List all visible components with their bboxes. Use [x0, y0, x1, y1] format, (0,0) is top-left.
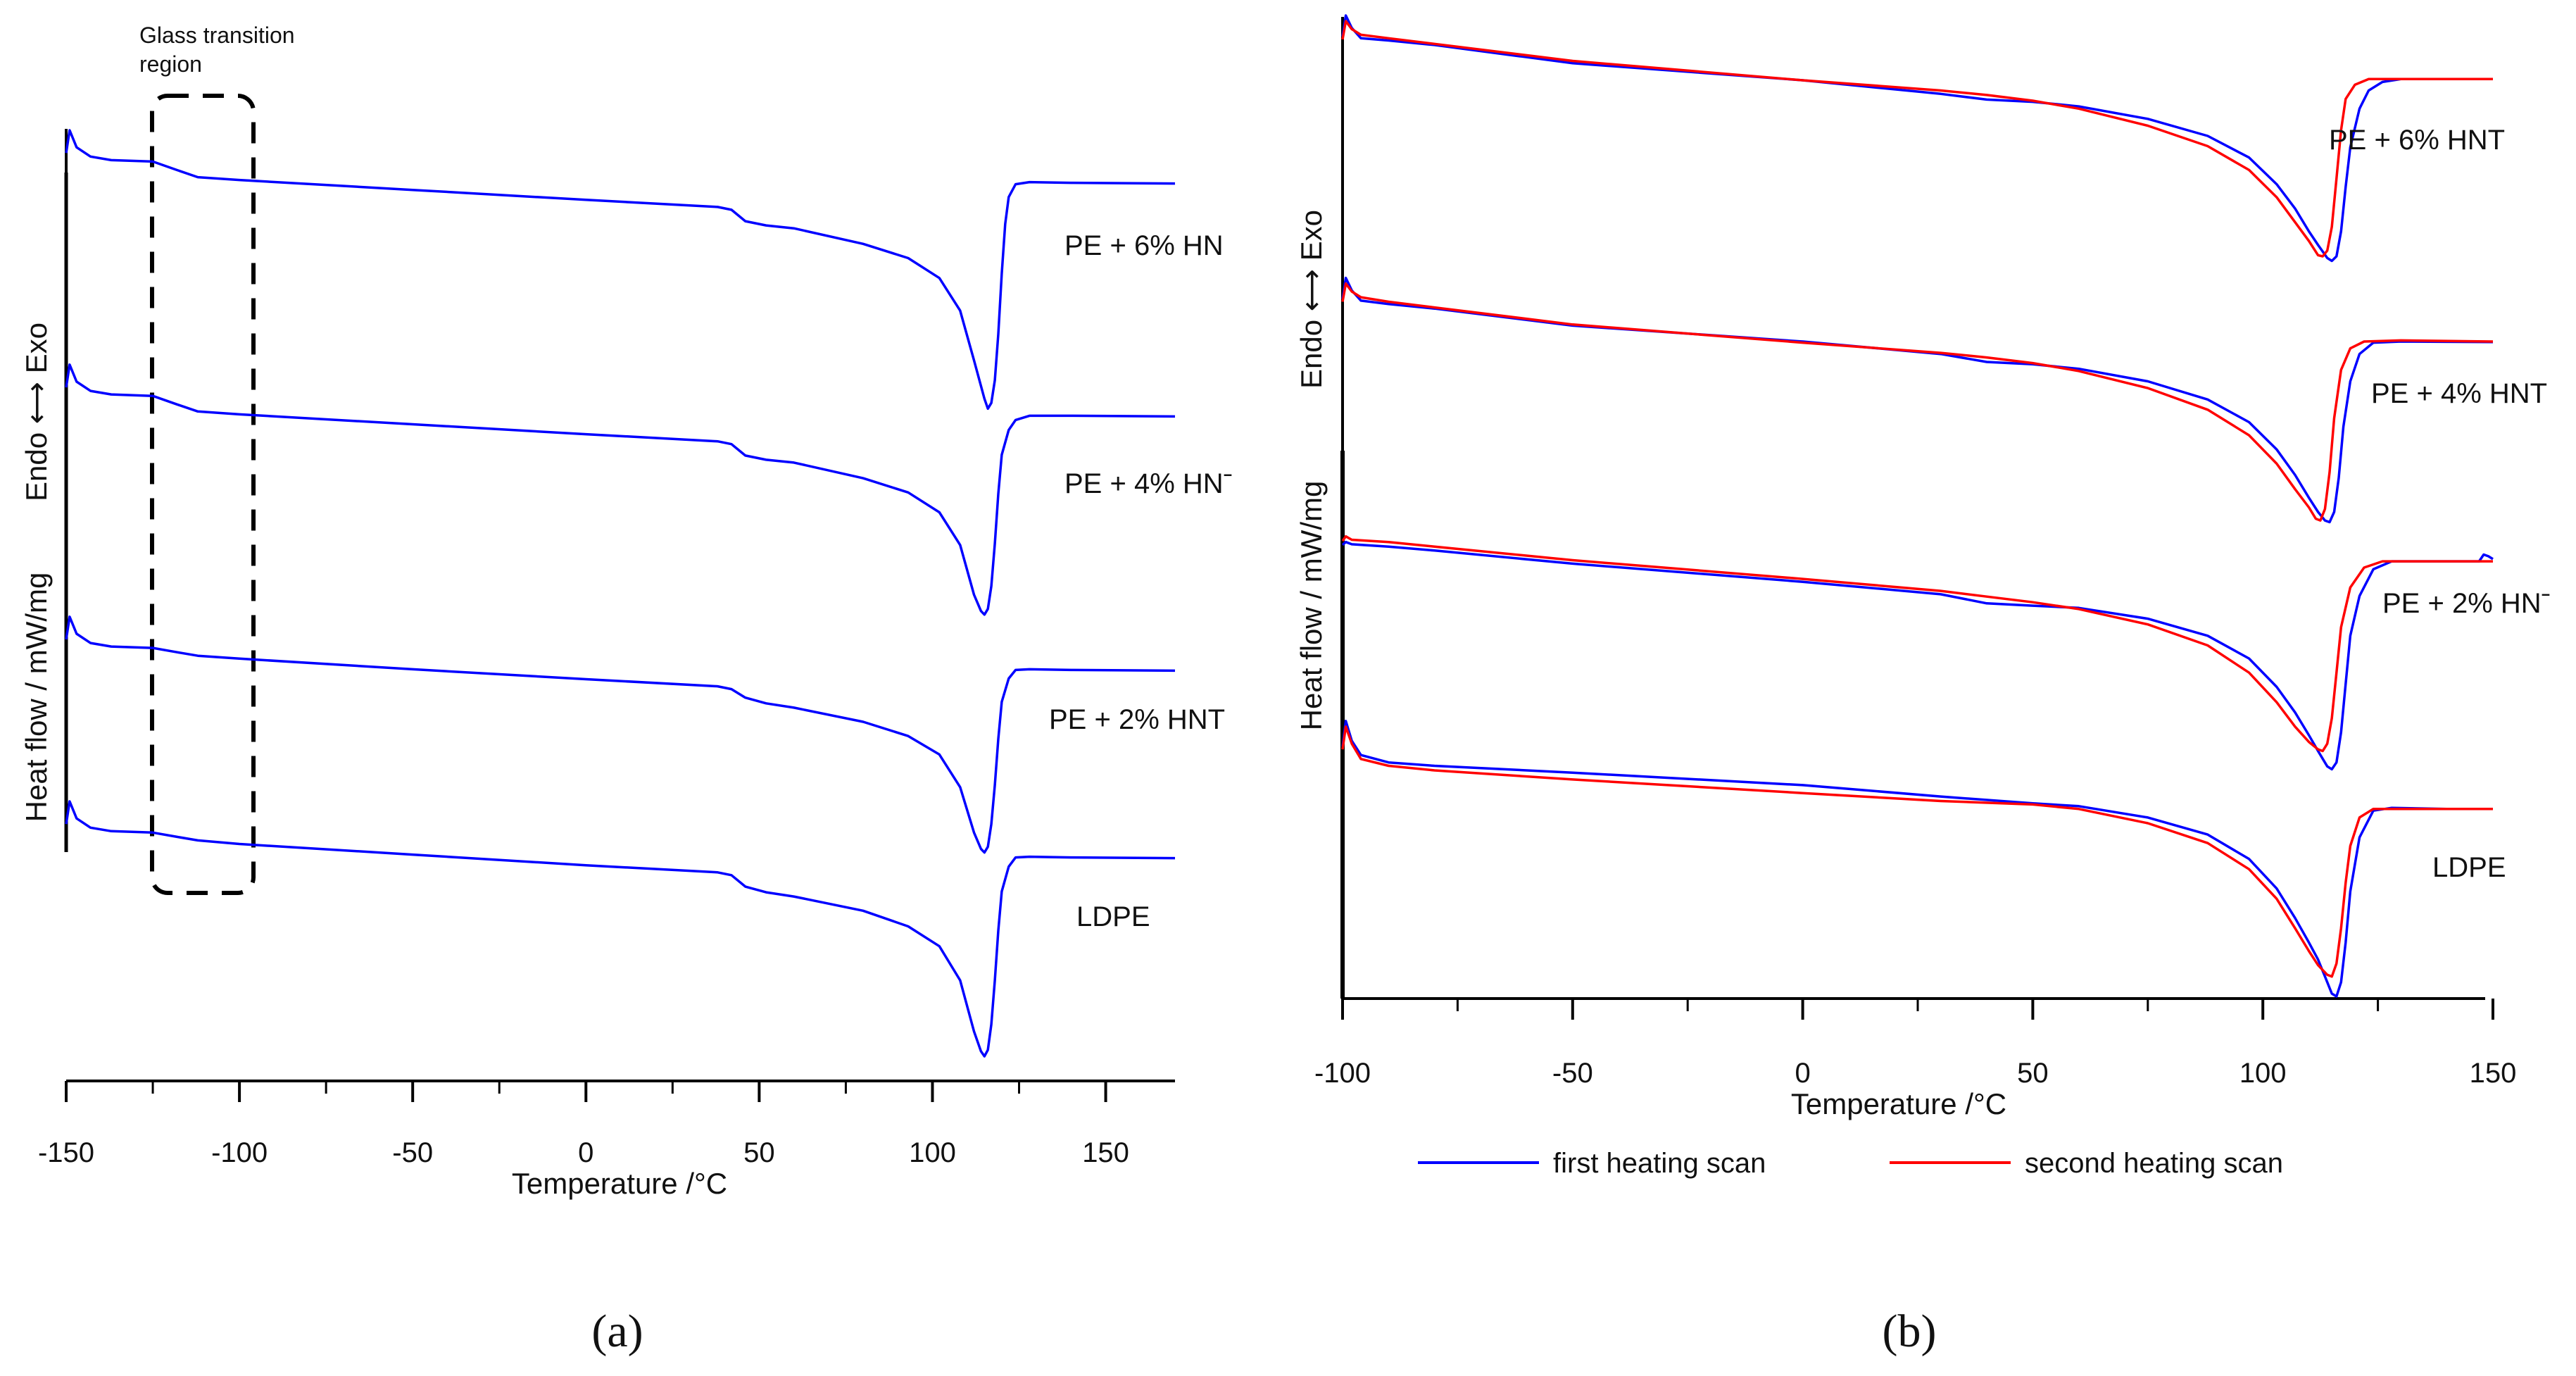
x-axis-ticks [65, 1081, 1107, 1102]
x-tick-label-50: -50 [1552, 1058, 1593, 1089]
group-label-ldpe: LDPE [2432, 852, 2506, 883]
x-axis-tick-labels: -100 -50 0 50 100 150 [1314, 1058, 2516, 1089]
x-tick-label-150: 150 [1082, 1137, 1129, 1168]
y-axis-label-arrow: Endo ⟷ Exo [1295, 210, 1328, 389]
x-tick-label-100: 100 [909, 1137, 956, 1168]
x-axis-label: Temperature /°C [1791, 1087, 2006, 1120]
x-tick-label-100: -100 [211, 1137, 268, 1168]
x-axis-ticks [1341, 999, 2494, 1020]
series-line-pe-4-hn [65, 363, 1176, 616]
series-line-pe-2-hnt [65, 615, 1176, 854]
legend: first heating scan second heating scan [1418, 1148, 2283, 1179]
x-tick-label-50: 50 [2017, 1058, 2049, 1089]
x-tick-label-100: 100 [2239, 1058, 2287, 1089]
series-line-pe-6-hn [65, 129, 1176, 411]
group-label-pe-2-hn: PE + 2% HNˉ [2382, 588, 2551, 619]
y-axis-label-arrow: Endo ⟷ Exo [20, 323, 53, 501]
x-tick-label-150: -150 [38, 1137, 94, 1168]
glass-transition-region-box [150, 94, 256, 895]
group-label-pe-4-hnt: PE + 4% HNT [2371, 378, 2547, 409]
series-label-pe-4-hn: PE + 4% HNˉ [1064, 468, 1233, 499]
series-label-pe-2-hnt: PE + 2% HNT [1049, 704, 1225, 735]
legend-label-first: first heating scan [1553, 1148, 1766, 1179]
x-axis-label: Temperature /°C [512, 1167, 727, 1200]
series-label-pe-6-hn: PE + 6% HN [1064, 230, 1224, 261]
chart-panel-a: -150 -100 -50 0 50 100 150 Glass transition re… [20, 23, 1233, 1357]
series-line-ldpe-second-heating-scan [1341, 725, 2493, 978]
series-line-ldpe-first-heating-scan [1341, 720, 2493, 998]
series-line-pe-2-hn-first-heating-scan [1341, 540, 2494, 771]
x-tick-label-50: -50 [392, 1137, 433, 1168]
legend-label-second: second heating scan [2025, 1148, 2283, 1179]
x-axis-tick-labels: -150 -100 -50 0 50 100 150 [38, 1137, 1129, 1168]
series-line-pe-6-hnt-second-heating-scan [1341, 20, 2493, 258]
series-line-pe-4-hnt-second-heating-scan [1341, 282, 2494, 522]
series-line-pe-6-hnt-first-heating-scan [1341, 14, 2493, 263]
x-tick-label-50: 50 [743, 1137, 775, 1168]
y-axis-label: Heat flow / mW/mg [20, 573, 53, 823]
x-tick-label-100: -100 [1314, 1058, 1371, 1089]
x-tick-label-150: 150 [2470, 1058, 2517, 1089]
y-axis-label: Heat flow / mW/mg [1295, 481, 1328, 731]
series-line-ldpe [65, 800, 1176, 1058]
glass-transition-label-line1: Glass transition [139, 23, 295, 48]
chart-panel-b: -100 -50 0 50 100 150 PE + 6% HNT PE + 4% HNT… [1295, 14, 2551, 1357]
x-tick-label-0: 0 [1795, 1058, 1810, 1089]
series-line-pe-4-hnt-first-heating-scan [1341, 276, 2494, 524]
panel-label-a: (a) [591, 1306, 643, 1357]
series-line-pe-2-hn-second-heating-scan [1341, 534, 2493, 753]
panel-label-b: (b) [1883, 1306, 1937, 1357]
x-tick-label-0: 0 [578, 1137, 593, 1168]
group-label-pe-6-hnt: PE + 6% HNT [2329, 125, 2505, 156]
curves-group [65, 129, 1176, 1058]
curves-group [1341, 14, 2494, 998]
series-label-ldpe: LDPE [1076, 901, 1150, 932]
glass-transition-label-line2: region [139, 51, 202, 77]
